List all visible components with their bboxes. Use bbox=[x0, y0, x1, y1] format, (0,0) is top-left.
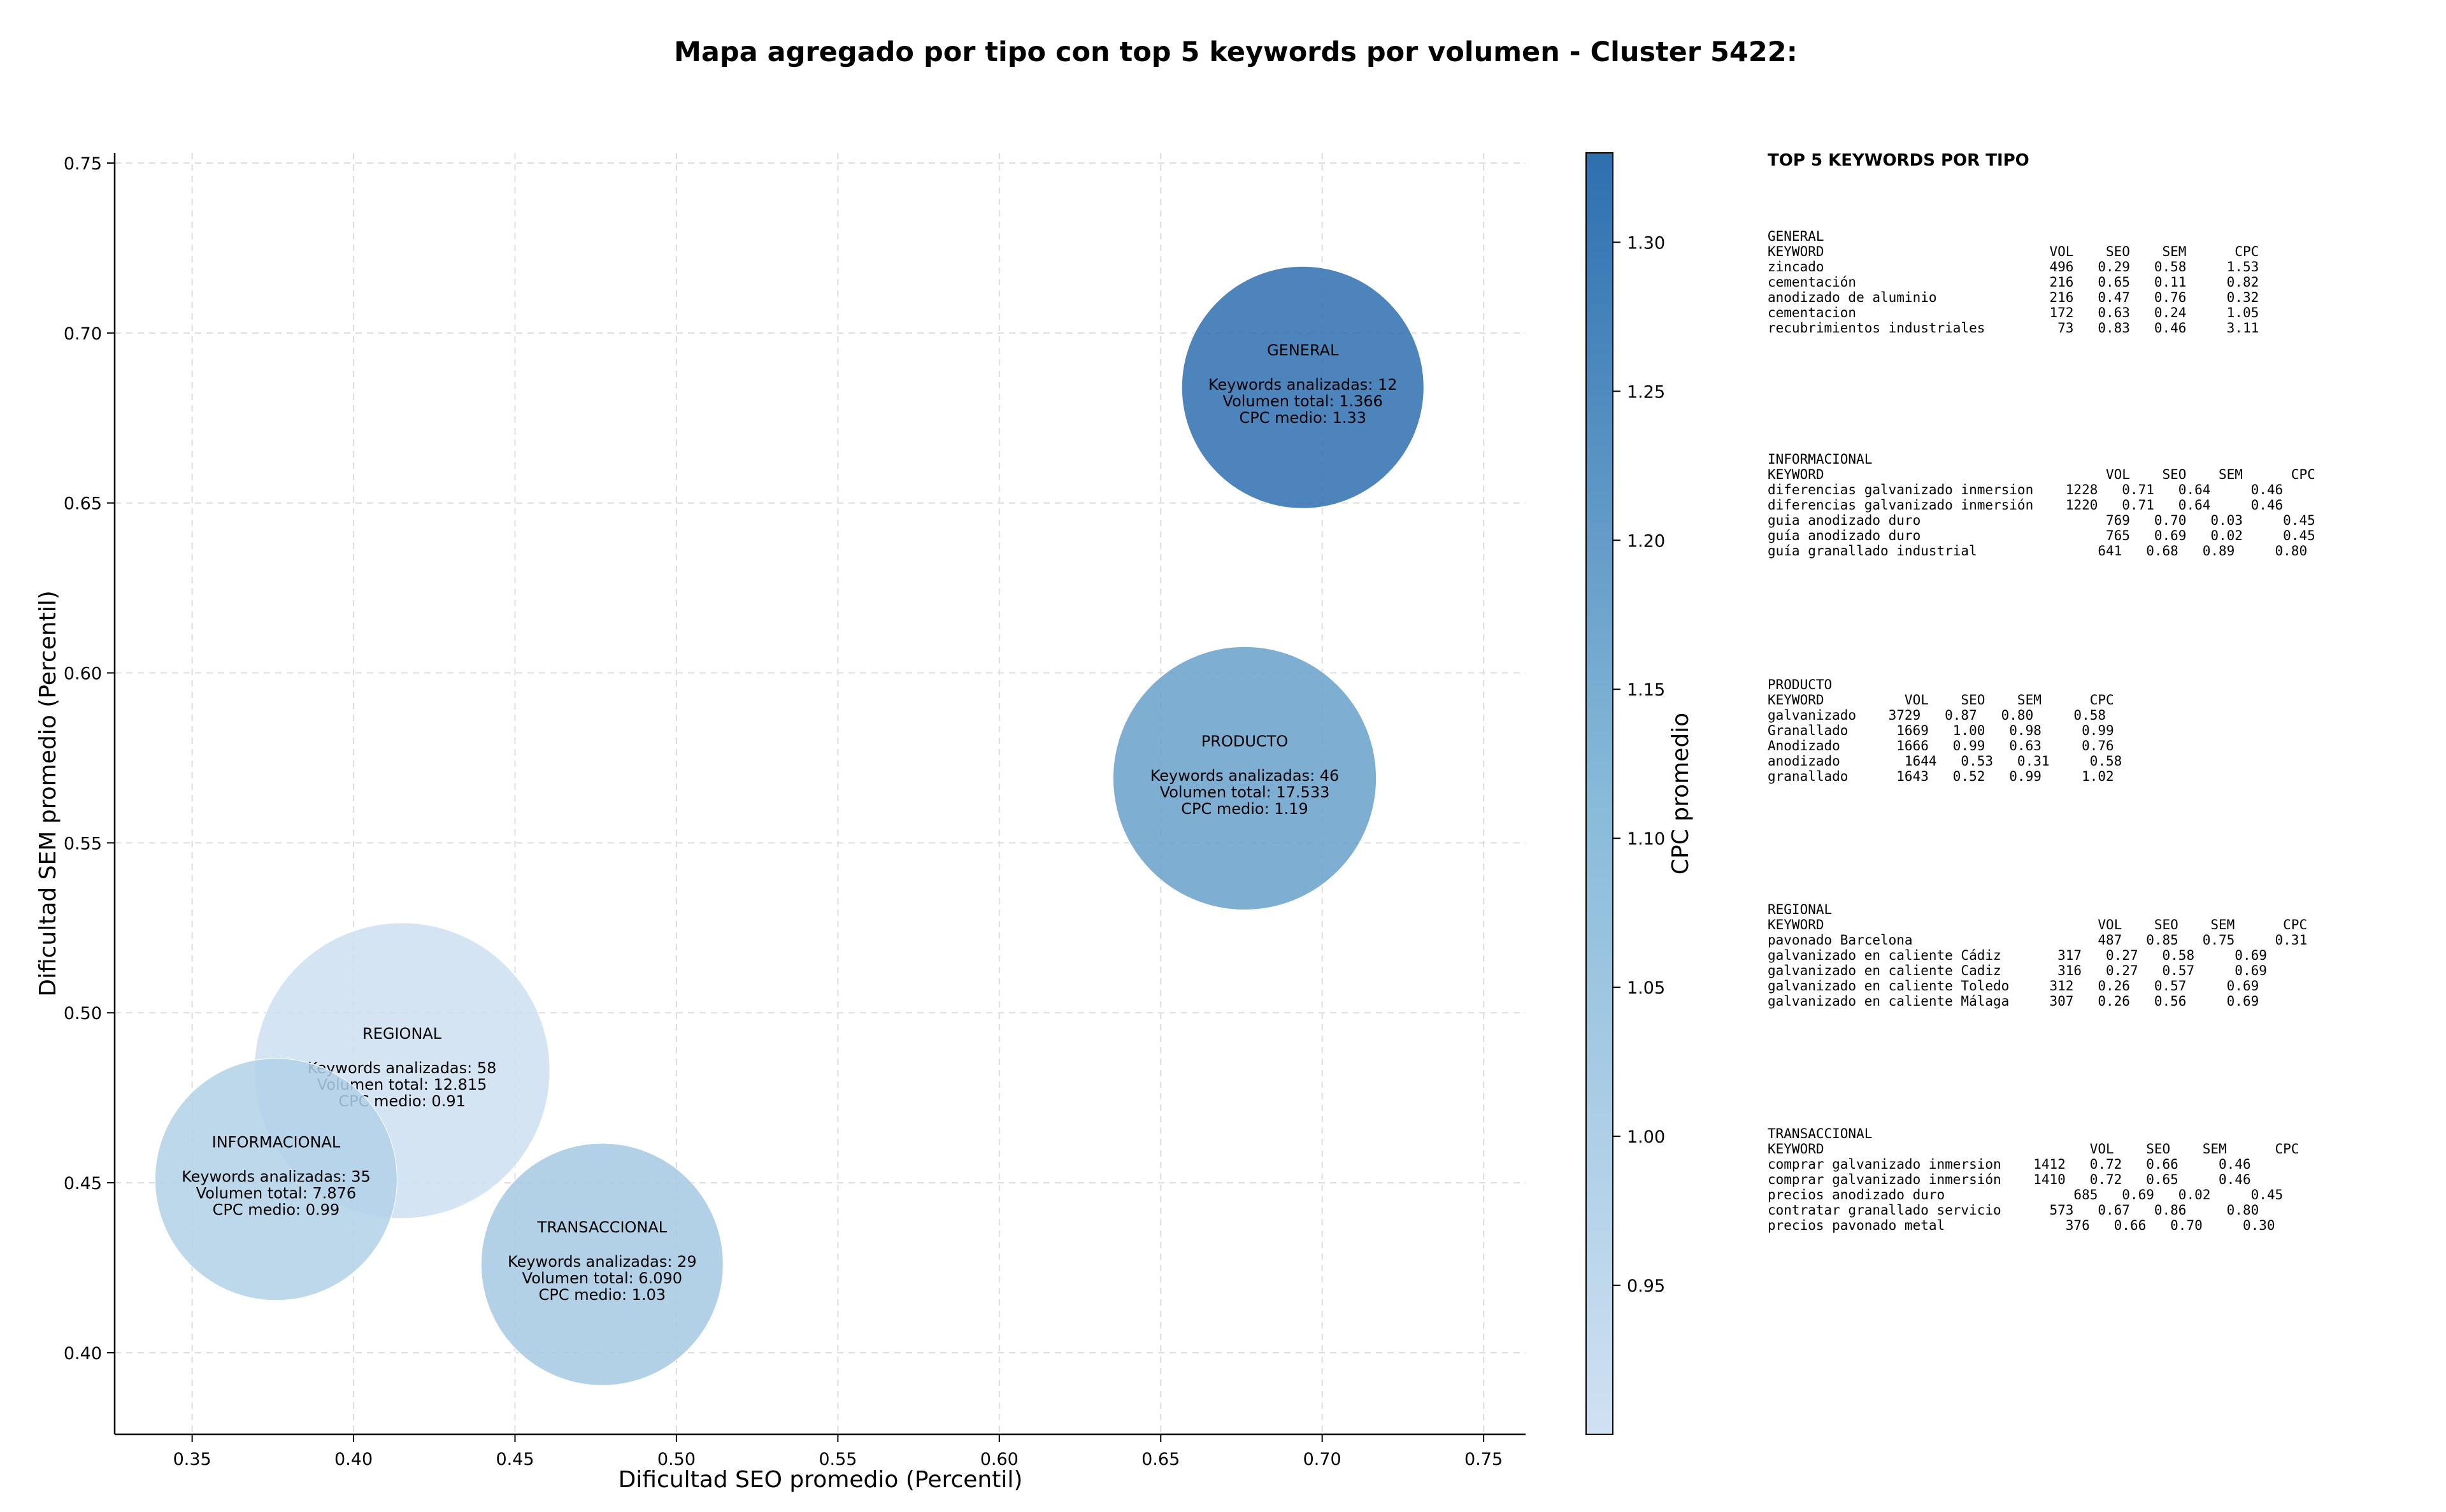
y-tick-label: 0.70 bbox=[64, 324, 102, 344]
colorbar-tick-label: 1.15 bbox=[1627, 680, 1665, 700]
keyword-table-line: Anodizado 1666 0.99 0.63 0.76 bbox=[1768, 738, 2114, 753]
bubble-stat: CPC medio: 1.33 bbox=[1240, 409, 1367, 427]
y-axis-label: Dificultad SEM promedio (Percentil) bbox=[35, 590, 61, 997]
y-ticks: 0.40 0.45 0.50 0.55 0.60 0.65 0.70 0.75 bbox=[64, 154, 115, 1364]
keyword-table-line: KEYWORD VOL SEO SEM CPC bbox=[1768, 467, 2315, 482]
y-tick-label: 0.50 bbox=[64, 1004, 102, 1023]
bubble-stat: Keywords analizadas: 58 bbox=[308, 1059, 497, 1077]
y-tick-label: 0.60 bbox=[64, 664, 102, 684]
x-ticks: 0.35 0.40 0.45 0.50 0.55 0.60 0.65 0.70 0.75 bbox=[173, 1434, 1503, 1469]
x-tick-label: 0.75 bbox=[1464, 1450, 1503, 1469]
y-tick-label: 0.75 bbox=[64, 154, 102, 174]
keyword-table-line: contratar granallado servicio 573 0.67 0… bbox=[1768, 1202, 2259, 1218]
bubble-transaccional bbox=[480, 1143, 724, 1386]
x-tick-label: 0.55 bbox=[819, 1450, 857, 1469]
keyword-table-line: Granallado 1669 1.00 0.98 0.99 bbox=[1768, 723, 2114, 738]
bubble-informacional bbox=[154, 1058, 397, 1301]
y-tick-label: 0.55 bbox=[64, 834, 102, 853]
keyword-table-line: pavonado Barcelona 487 0.85 0.75 0.31 bbox=[1768, 932, 2307, 948]
colorbar bbox=[1585, 152, 1613, 1435]
keyword-table-line: anodizado 1644 0.53 0.31 0.58 bbox=[1768, 753, 2122, 769]
keyword-table-line: galvanizado en caliente Toledo 312 0.26 … bbox=[1768, 978, 2259, 994]
keyword-table-line: galvanizado en caliente Málaga 307 0.26 … bbox=[1768, 994, 2259, 1009]
top-keywords-title: TOP 5 KEYWORDS POR TIPO bbox=[1768, 151, 2029, 170]
bubble-stat: Volumen total: 1.366 bbox=[1223, 392, 1383, 410]
keyword-table-line: guía anodizado duro 765 0.69 0.02 0.45 bbox=[1768, 528, 2315, 543]
x-tick-label: 0.65 bbox=[1141, 1450, 1180, 1469]
bubble-stat: Keywords analizadas: 12 bbox=[1208, 376, 1398, 394]
keyword-table-line: recubrimientos industriales 73 0.83 0.46… bbox=[1768, 320, 2259, 336]
y-tick-label: 0.65 bbox=[64, 494, 102, 514]
keyword-table-line: anodizado de aluminio 216 0.47 0.76 0.32 bbox=[1768, 290, 2259, 305]
colorbar-label: CPC promedio bbox=[1668, 713, 1694, 874]
colorbar-tick-label: 1.00 bbox=[1627, 1127, 1665, 1147]
keyword-group-title: PRODUCTO bbox=[1768, 677, 1832, 692]
x-tick-label: 0.70 bbox=[1303, 1450, 1341, 1469]
bubble-label: GENERAL bbox=[1267, 341, 1339, 359]
keyword-table-line: KEYWORD VOL SEO SEM CPC bbox=[1768, 244, 2259, 259]
keyword-table-line: diferencias galvanizado inmersión 1220 0… bbox=[1768, 497, 2283, 513]
bubble-stat: Keywords analizadas: 46 bbox=[1150, 767, 1340, 785]
y-tick-label: 0.45 bbox=[64, 1174, 102, 1194]
colorbar-tick-label: 1.20 bbox=[1627, 531, 1665, 551]
keyword-table-line: granallado 1643 0.52 0.99 1.02 bbox=[1768, 769, 2114, 784]
keyword-table-line: galvanizado en caliente Cádiz 317 0.27 0… bbox=[1768, 948, 2267, 963]
keyword-group-title: TRANSACCIONAL bbox=[1768, 1126, 1872, 1141]
keyword-table-line: cementacion 172 0.63 0.24 1.05 bbox=[1768, 305, 2259, 320]
keyword-table-line: guía granallado industrial 641 0.68 0.89… bbox=[1768, 543, 2307, 559]
x-tick-label: 0.60 bbox=[980, 1450, 1019, 1469]
bubble-label: PRODUCTO bbox=[1201, 732, 1288, 750]
keyword-table-line: KEYWORD VOL SEO SEM CPC bbox=[1768, 917, 2307, 932]
keyword-table-line: guia anodizado duro 769 0.70 0.03 0.45 bbox=[1768, 513, 2315, 528]
keyword-group-title: REGIONAL bbox=[1768, 902, 1832, 917]
keyword-group-title: GENERAL bbox=[1768, 229, 1824, 244]
x-axis-label: Dificultad SEO promedio (Percentil) bbox=[619, 1467, 1023, 1493]
colorbar-tick-label: 1.05 bbox=[1627, 978, 1665, 998]
keyword-table-line: galvanizado en caliente Cadiz 316 0.27 0… bbox=[1768, 963, 2267, 978]
bubble-label: TRANSACCIONAL bbox=[537, 1218, 668, 1236]
colorbar-tick-label: 1.25 bbox=[1627, 382, 1665, 402]
chart-title: Mapa agregado por tipo con top 5 keyword… bbox=[674, 36, 1798, 68]
colorbar-tick-label: 1.30 bbox=[1627, 233, 1665, 253]
bubble-stat: Volumen total: 7.876 bbox=[196, 1185, 356, 1202]
bubble-general bbox=[1181, 266, 1424, 509]
keyword-table-line: comprar galvanizado inmersión 1410 0.72 … bbox=[1768, 1172, 2251, 1187]
keyword-table-line: zincado 496 0.29 0.58 1.53 bbox=[1768, 259, 2259, 275]
bubble-stat: CPC medio: 1.19 bbox=[1181, 800, 1308, 818]
keyword-table-line: comprar galvanizado inmersion 1412 0.72 … bbox=[1768, 1157, 2251, 1172]
keyword-table-line: KEYWORD VOL SEO SEM CPC bbox=[1768, 1141, 2299, 1157]
bubble-stat: CPC medio: 0.99 bbox=[213, 1201, 340, 1219]
bubble-label: REGIONAL bbox=[362, 1025, 442, 1043]
bubble-stat: Keywords analizadas: 29 bbox=[508, 1253, 697, 1271]
colorbar-ticks: 0.95 1.00 1.05 1.10 1.15 1.20 1.25 1.30 bbox=[1613, 233, 1665, 1296]
bubble-stat: Keywords analizadas: 35 bbox=[182, 1168, 371, 1186]
keyword-table-line: diferencias galvanizado inmersion 1228 0… bbox=[1768, 482, 2283, 497]
keyword-table-line: precios pavonado metal 376 0.66 0.70 0.3… bbox=[1768, 1218, 2275, 1233]
x-tick-label: 0.50 bbox=[657, 1450, 696, 1469]
bubble-stat: Volumen total: 17.533 bbox=[1160, 783, 1330, 801]
keyword-group-title: INFORMACIONAL bbox=[1768, 452, 1872, 467]
x-tick-label: 0.45 bbox=[496, 1450, 534, 1469]
bubble-producto bbox=[1112, 646, 1377, 911]
bubble-stat: Volumen total: 6.090 bbox=[522, 1269, 682, 1287]
bubble-label: INFORMACIONAL bbox=[212, 1134, 341, 1152]
colorbar-tick-label: 0.95 bbox=[1627, 1276, 1665, 1296]
keyword-table-line: galvanizado 3729 0.87 0.80 0.58 bbox=[1768, 708, 2106, 723]
colorbar-tick-label: 1.10 bbox=[1627, 829, 1665, 849]
y-tick-label: 0.40 bbox=[64, 1344, 102, 1364]
x-tick-label: 0.40 bbox=[334, 1450, 373, 1469]
keyword-table-line: cementación 216 0.65 0.11 0.82 bbox=[1768, 275, 2259, 290]
x-tick-label: 0.35 bbox=[173, 1450, 211, 1469]
keyword-table-line: KEYWORD VOL SEO SEM CPC bbox=[1768, 692, 2114, 708]
keyword-table-line: precios anodizado duro 685 0.69 0.02 0.4… bbox=[1768, 1187, 2283, 1202]
bubble-stat: CPC medio: 1.03 bbox=[539, 1286, 666, 1304]
